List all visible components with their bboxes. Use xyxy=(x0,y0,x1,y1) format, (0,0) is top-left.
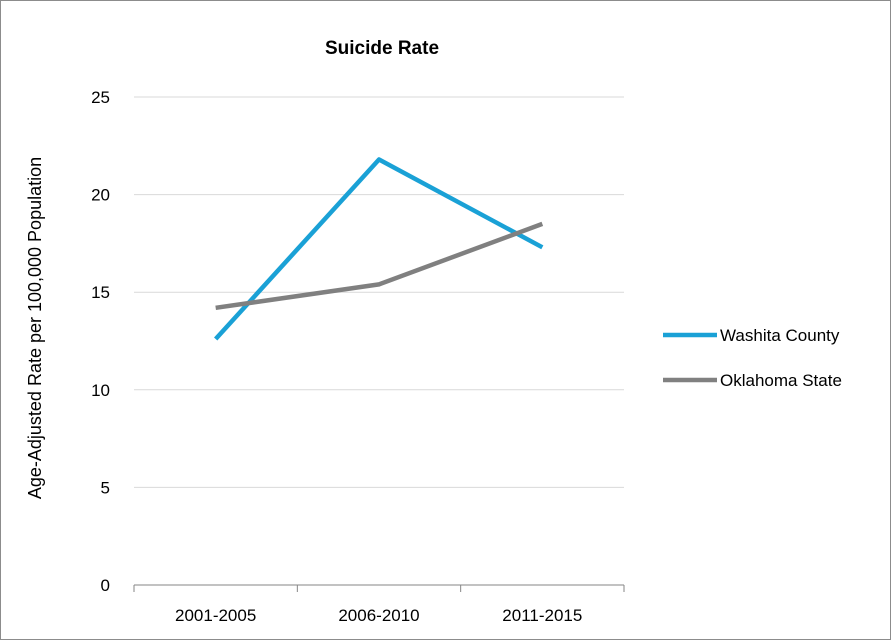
y-tick-label: 0 xyxy=(101,576,110,595)
legend-label: Oklahoma State xyxy=(720,371,842,390)
y-axis-title: Age-Adjusted Rate per 100,000 Population xyxy=(25,157,45,499)
x-tick-label: 2006-2010 xyxy=(338,606,419,625)
legend: Washita County Oklahoma State xyxy=(663,326,842,390)
y-tick-label: 20 xyxy=(91,186,110,205)
gridlines xyxy=(134,96,624,488)
x-tick-label: 2011-2015 xyxy=(502,606,582,625)
series-line-oklahoma-state xyxy=(215,221,544,311)
y-tick-label: 5 xyxy=(101,478,110,497)
legend-label: Washita County xyxy=(720,326,840,345)
series-lines xyxy=(214,157,544,341)
x-tick-label: 2001-2005 xyxy=(175,606,256,625)
chart-title: Suicide Rate xyxy=(325,38,439,59)
y-tick-label: 10 xyxy=(91,381,110,400)
axes: 0 5 10 15 20 25 2001-2005 2006-2010 2011-2015 xyxy=(91,88,625,625)
y-tick-label: 25 xyxy=(91,88,110,107)
series-line-washita-county xyxy=(214,157,544,341)
y-tick-label: 15 xyxy=(91,283,110,302)
